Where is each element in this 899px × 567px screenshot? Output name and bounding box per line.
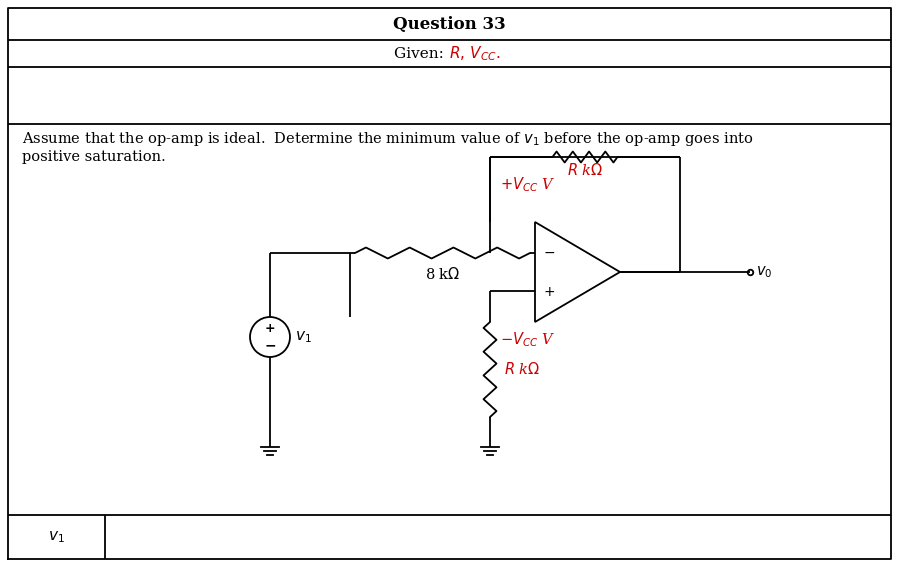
Text: 8 k$\Omega$: 8 k$\Omega$ [425, 266, 460, 282]
Text: $v_1$: $v_1$ [48, 529, 65, 545]
Text: $v_0$: $v_0$ [756, 264, 772, 280]
Text: $R$ k$\Omega$: $R$ k$\Omega$ [504, 362, 540, 378]
Text: $R$ k$\Omega$: $R$ k$\Omega$ [567, 162, 603, 178]
Text: $R,\,V_{CC}.$: $R,\,V_{CC}.$ [449, 44, 501, 63]
Text: Given:: Given: [395, 46, 449, 61]
Text: $+$: $+$ [543, 285, 555, 299]
Text: Assume that the op-amp is ideal.  Determine the minimum value of $v_1$ before th: Assume that the op-amp is ideal. Determi… [22, 130, 753, 148]
Text: $+V_{CC}$ V: $+V_{CC}$ V [500, 175, 556, 194]
Text: $v_1$: $v_1$ [295, 329, 312, 345]
Text: positive saturation.: positive saturation. [22, 150, 165, 164]
Text: +: + [264, 323, 275, 336]
Text: $-V_{CC}$ V: $-V_{CC}$ V [500, 331, 556, 349]
Text: −: − [264, 338, 276, 352]
Text: $-$: $-$ [543, 245, 555, 259]
Text: Question 33: Question 33 [393, 15, 506, 32]
